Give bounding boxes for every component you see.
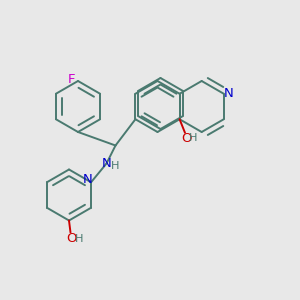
Text: N: N xyxy=(102,157,112,170)
Text: H: H xyxy=(75,233,83,244)
Text: H: H xyxy=(111,161,119,171)
Text: N: N xyxy=(82,173,92,186)
Text: H: H xyxy=(189,133,198,143)
Text: N: N xyxy=(224,87,233,100)
Text: O: O xyxy=(181,132,192,145)
Text: O: O xyxy=(66,232,77,245)
Text: F: F xyxy=(68,73,75,86)
